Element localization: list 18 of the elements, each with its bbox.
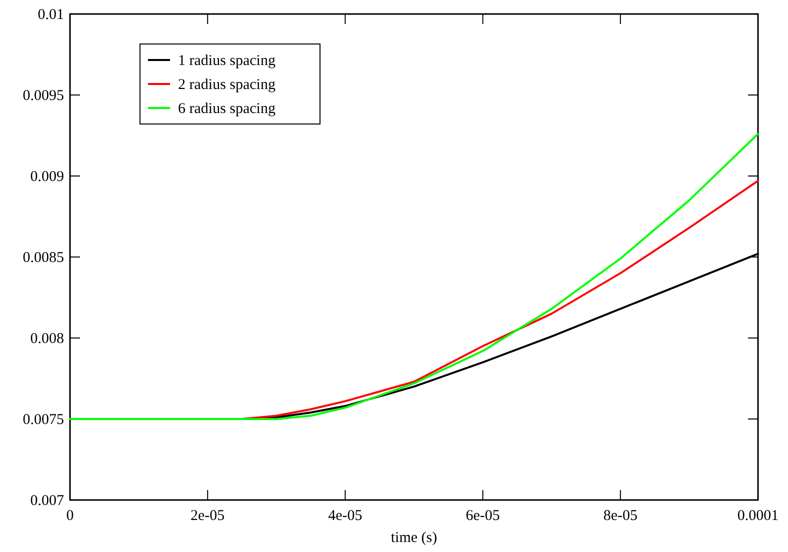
y-tick-label: 0.0095 (22, 88, 64, 104)
legend-label: 6 radius spacing (178, 101, 276, 117)
legend-label: 1 radius spacing (178, 53, 276, 69)
x-axis-title: time (s) (390, 530, 438, 546)
y-tick-label: 0.0085 (22, 250, 64, 266)
y-tick-label: 0.008 (30, 331, 64, 347)
x-tick-label: 0 (66, 508, 74, 524)
x-tick-label: 8e-05 (603, 508, 638, 524)
y-tick-label: 0.009 (30, 169, 64, 185)
x-tick-label: 4e-05 (328, 508, 362, 524)
y-tick-label: 0.007 (30, 493, 64, 509)
x-tick-label: 2e-05 (190, 508, 225, 524)
legend-label: 2 radius spacing (178, 77, 276, 93)
line-series (69, 132, 759, 420)
y-tick-label: 0.01 (38, 7, 64, 23)
y-tick-label: 0.0075 (22, 412, 64, 428)
x-tick-label: 6e-05 (466, 508, 500, 524)
x-tick-label: 0.0001 (737, 508, 779, 524)
